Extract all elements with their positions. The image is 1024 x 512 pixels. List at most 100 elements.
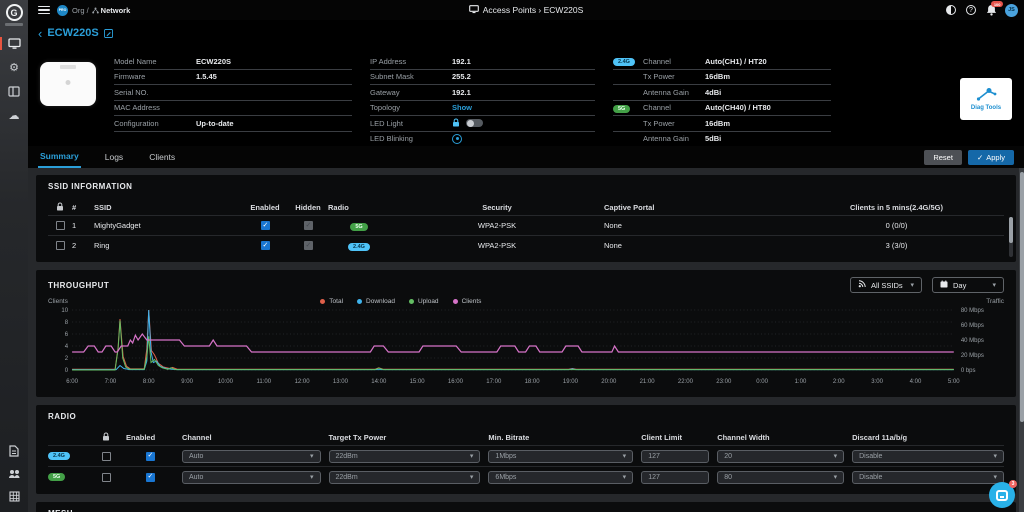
check-icon: ✓ xyxy=(976,152,984,162)
clients-cell: 3 (3/0) xyxy=(885,241,908,250)
sidebar-item-release-notes[interactable] xyxy=(0,443,28,458)
sidebar-item-cloud[interactable]: ☁ xyxy=(0,108,28,123)
topology-show-link[interactable]: Show xyxy=(452,103,472,113)
people-icon xyxy=(8,469,21,479)
notifications-bell-icon[interactable]: 100 xyxy=(985,1,1003,16)
svg-text:11:00: 11:00 xyxy=(256,379,271,385)
discard-legacy-select[interactable]: Disable ▾ xyxy=(852,449,1004,463)
column-header: Channel xyxy=(182,433,212,442)
radio-band-badge: 2.4G xyxy=(348,242,370,251)
ssid-information-card: SSID INFORMATION # SSID Enabled Hidden Radio… xyxy=(36,175,1016,262)
org-pro-badge[interactable]: PRO xyxy=(57,4,68,16)
svg-text:7:00: 7:00 xyxy=(105,379,117,385)
target-tx-power-select[interactable]: 22dBm ▾ xyxy=(328,470,481,484)
tab-logs[interactable]: Logs xyxy=(104,151,124,162)
radio-band-cell: 5G xyxy=(48,473,86,481)
sidebar-item-apps[interactable] xyxy=(0,489,28,504)
row-select-checkbox[interactable] xyxy=(101,472,111,482)
diag-route-icon xyxy=(976,88,997,101)
enabled-checkbox[interactable] xyxy=(260,241,270,250)
diag-tools-label: Diag Tools xyxy=(970,105,1002,111)
enabled-checkbox[interactable] xyxy=(145,451,155,461)
device-field-row: Gateway 192.1 xyxy=(370,85,595,101)
ssid-table-row: 1 MightyGadget 5G WPA2-PSK None 0 (0/0) xyxy=(48,215,1004,235)
radio-band-badge: 5G xyxy=(350,222,368,231)
page-scrollbar-thumb[interactable] xyxy=(1019,172,1024,422)
target-tx-power-select[interactable]: 22dBm ▾ xyxy=(328,449,481,463)
row-select-checkbox[interactable] xyxy=(55,241,65,250)
min-bitrate-select[interactable]: 1Mbps ▾ xyxy=(488,449,634,463)
throughput-chart[interactable]: 0 2 4 6 8 10 0 bps 20 Mbps 40 Mbps 60 Mbps 80 Mbps… xyxy=(48,306,1004,390)
theme-contrast-icon[interactable] xyxy=(945,4,957,16)
diag-tools-button[interactable]: Diag Tools xyxy=(960,78,1012,120)
select-value: 22dBm xyxy=(335,473,358,481)
sidebar-item-team[interactable] xyxy=(0,466,28,481)
throughput-card: THROUGHPUT All SSIDs ▾ Day ▾ xyxy=(36,270,1016,397)
page-scrollbar[interactable] xyxy=(1019,168,1024,512)
broadcast-icon xyxy=(858,280,866,290)
enabled-checkbox[interactable] xyxy=(145,472,155,482)
svg-text:0:00: 0:00 xyxy=(756,379,768,385)
field-value: 16dBm xyxy=(705,72,731,82)
client-limit-input[interactable]: 127 xyxy=(641,449,710,463)
help-icon[interactable]: ? xyxy=(965,4,977,16)
tab-clients[interactable]: Clients xyxy=(149,151,176,162)
led-light-toggle[interactable] xyxy=(466,119,483,128)
legend-item-clients: Clients xyxy=(452,298,481,305)
svg-text:20 Mbps: 20 Mbps xyxy=(961,353,984,359)
device-field-row: Configuration Up-to-date xyxy=(114,116,352,132)
svg-text:17:00: 17:00 xyxy=(486,379,502,385)
user-avatar[interactable]: JS xyxy=(1005,3,1018,17)
radio-info-row: Tx Power 16dBm xyxy=(613,116,831,132)
left-nav-sidebar: G ⚙ ☁ xyxy=(0,0,28,512)
channel-width-select[interactable]: 20 ▾ xyxy=(717,449,845,463)
client-limit-input[interactable]: 127 xyxy=(641,470,710,484)
channel-select[interactable]: Auto ▾ xyxy=(182,470,321,484)
reset-button[interactable]: Reset xyxy=(924,149,962,165)
lock-icon xyxy=(452,118,460,129)
hidden-checkbox[interactable] xyxy=(303,221,313,230)
discard-legacy-select[interactable]: Disable ▾ xyxy=(852,470,1004,484)
brand-logo[interactable]: G xyxy=(5,4,23,21)
select-value: 6Mbps xyxy=(495,473,517,481)
left-axis-label: Clients xyxy=(48,298,68,305)
sidebar-item-reports[interactable] xyxy=(0,84,28,99)
field-label: Topology xyxy=(370,103,401,113)
led-blinking-button[interactable] xyxy=(452,133,462,144)
gear-icon: ⚙ xyxy=(9,62,19,74)
calendar-icon xyxy=(940,280,948,290)
hamburger-menu-icon[interactable] xyxy=(38,5,50,15)
field-label: Gateway xyxy=(370,87,400,97)
channel-select[interactable]: Auto ▾ xyxy=(182,449,321,463)
hidden-checkbox[interactable] xyxy=(303,241,313,250)
row-select-checkbox[interactable] xyxy=(55,221,65,230)
svg-text:6:00: 6:00 xyxy=(66,379,78,385)
min-bitrate-select[interactable]: 6Mbps ▾ xyxy=(488,470,634,484)
field-label: Tx Power xyxy=(643,72,675,82)
apply-button[interactable]: ✓ Apply xyxy=(967,149,1014,165)
back-button[interactable]: ‹ xyxy=(38,25,43,41)
field-value: 255.2 xyxy=(452,72,471,82)
select-value: 22dBm xyxy=(335,452,358,460)
column-header: Captive Portal xyxy=(604,202,655,212)
right-axis-label: Traffic xyxy=(986,298,1004,305)
lock-column-icon xyxy=(102,432,110,443)
ssid-table-scrollbar[interactable] xyxy=(1009,217,1013,257)
org-breadcrumb[interactable]: Org / xyxy=(72,5,89,15)
tab-summary[interactable]: Summary xyxy=(38,147,81,168)
device-fields-mid: IP Address 192.1 Subnet Mask 255.2 Gateway 19… xyxy=(370,54,595,147)
row-select-checkbox[interactable] xyxy=(101,451,111,461)
enabled-checkbox[interactable] xyxy=(260,221,270,230)
chevron-down-icon: ▾ xyxy=(910,282,914,289)
legend-item-download: Download xyxy=(357,298,395,305)
sidebar-item-manage[interactable] xyxy=(0,36,28,51)
edit-pencil-icon[interactable] xyxy=(103,28,113,38)
sidebar-item-configure[interactable]: ⚙ xyxy=(0,60,28,75)
chat-support-button[interactable]: 3 xyxy=(989,480,1017,508)
network-breadcrumb[interactable]: Network xyxy=(100,5,131,15)
period-dropdown[interactable]: Day ▾ xyxy=(932,277,1004,293)
device-field-row: Serial NO. xyxy=(114,85,352,101)
channel-width-select[interactable]: 80 ▾ xyxy=(717,470,845,484)
field-label: IP Address xyxy=(370,56,407,66)
ssid-filter-dropdown[interactable]: All SSIDs ▾ xyxy=(850,277,922,293)
